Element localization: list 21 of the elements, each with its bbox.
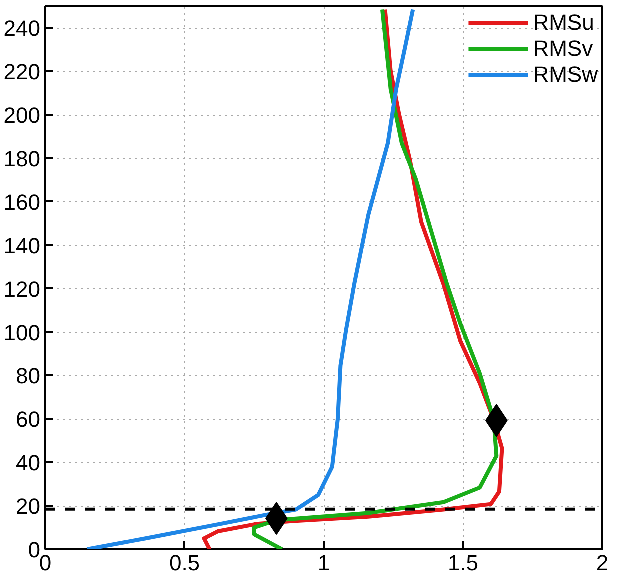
y-tick-label: 120 bbox=[4, 276, 41, 302]
x-tick-label: 1 bbox=[318, 550, 330, 573]
x-tick-label: 2 bbox=[596, 550, 609, 573]
x-tick-label: 0.5 bbox=[169, 550, 200, 573]
legend-label: RMSu bbox=[533, 10, 594, 36]
y-tick-label: 180 bbox=[4, 146, 41, 172]
y-tick-label: 100 bbox=[4, 320, 41, 346]
y-tick-label: 220 bbox=[4, 60, 41, 85]
y-tick-label: 20 bbox=[16, 494, 41, 520]
y-tick-label: 240 bbox=[4, 16, 41, 42]
legend-label: RMSw bbox=[533, 62, 598, 88]
line-series bbox=[252, 8, 499, 550]
y-tick-label: 160 bbox=[4, 190, 41, 215]
legend-label: RMSv bbox=[533, 36, 594, 62]
y-tick-label: 140 bbox=[4, 233, 41, 258]
y-tick-label: 60 bbox=[16, 407, 41, 432]
y-tick-label: 200 bbox=[4, 103, 41, 128]
x-tick-label: 1.5 bbox=[448, 550, 479, 573]
y-tick-label: 40 bbox=[16, 450, 41, 476]
y-tick-label: 80 bbox=[16, 364, 41, 389]
line-series bbox=[85, 8, 416, 550]
